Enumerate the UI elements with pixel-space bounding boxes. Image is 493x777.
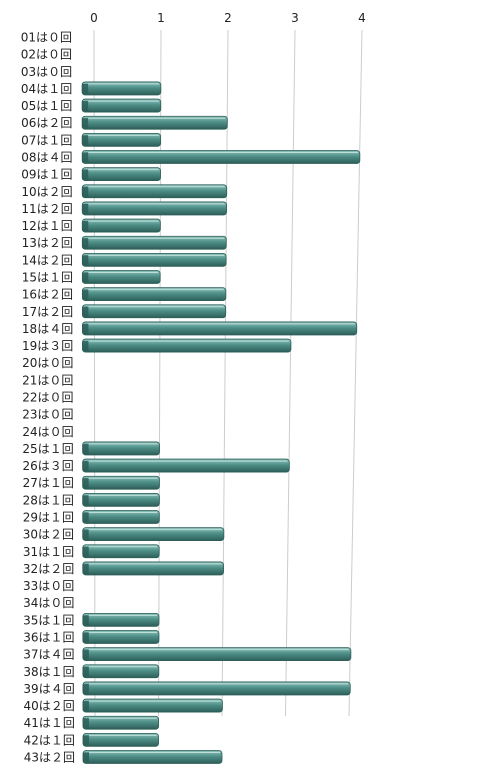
category-label: 10は２回 [21, 185, 72, 199]
category-label: 15は１回 [22, 271, 73, 285]
gridline [285, 29, 296, 717]
category-label: 32は２回 [23, 562, 74, 576]
bar [82, 458, 290, 473]
category-label: 19は３回 [22, 339, 73, 353]
bar [82, 321, 358, 336]
bar [82, 750, 223, 764]
category-label: 08は４回 [21, 151, 72, 165]
bar [81, 270, 161, 284]
bar [81, 235, 227, 250]
category-label: 17は２回 [22, 305, 73, 319]
bar [82, 510, 160, 524]
category-label: 25は１回 [22, 442, 73, 456]
bar [81, 81, 162, 96]
category-label: 33は０回 [23, 579, 74, 593]
x-tick-label: 0 [90, 11, 98, 25]
category-label: 24は０回 [22, 425, 73, 439]
x-tick-label: 1 [157, 11, 165, 25]
bars [81, 81, 361, 764]
bar [82, 681, 351, 696]
bar [82, 527, 225, 542]
bar [81, 167, 161, 182]
category-label: 26は３回 [23, 459, 74, 473]
bar [82, 544, 160, 559]
category-label: 04は１回 [21, 82, 72, 96]
category-label: 12は１回 [22, 219, 73, 233]
category-label: 11は２回 [21, 202, 72, 216]
category-label: 31は１回 [23, 545, 74, 559]
category-label: 20は０回 [22, 356, 73, 370]
category-label: 37は４回 [23, 648, 74, 662]
category-labels: 01は０回 02は０回 03は０回 04は１回 05は１回 06は２回 07は１回 08は４回… [21, 31, 75, 765]
bar [81, 150, 361, 164]
category-label: 13は２回 [22, 236, 73, 250]
bar [82, 475, 160, 490]
category-label: 16は２回 [22, 288, 73, 302]
bar [82, 630, 160, 644]
category-label: 42は１回 [24, 733, 75, 747]
category-label: 23は０回 [22, 408, 73, 422]
bar [82, 647, 352, 662]
x-tick-label: 4 [358, 11, 366, 25]
category-label: 07は１回 [21, 133, 72, 147]
category-label: 14は２回 [22, 253, 73, 267]
bar [81, 218, 161, 233]
category-label: 36は１回 [23, 631, 74, 645]
category-label: 34は０回 [23, 596, 74, 610]
category-label: 30は２回 [23, 528, 74, 542]
category-label: 39は４回 [23, 682, 74, 696]
category-label: 27は１回 [23, 476, 74, 490]
bar [82, 492, 160, 507]
bar [82, 338, 292, 353]
category-label: 41は１回 [24, 716, 75, 730]
x-tick-label: 3 [291, 11, 299, 25]
category-label: 22は０回 [22, 391, 73, 405]
bar [82, 732, 159, 747]
bar [81, 98, 162, 113]
category-label: 43は２回 [24, 751, 75, 765]
bar [82, 561, 224, 576]
bar [82, 612, 160, 627]
bar [81, 115, 228, 130]
category-label: 28は１回 [23, 493, 74, 507]
x-tick-label: 2 [224, 11, 232, 25]
category-label: 35は１回 [23, 613, 74, 627]
category-label: 05は１回 [21, 99, 72, 113]
bar [81, 252, 227, 267]
bar [81, 184, 228, 199]
bar [82, 664, 160, 679]
category-label: 03は０回 [21, 65, 72, 79]
gridline [221, 29, 229, 717]
category-label: 38は１回 [23, 665, 74, 679]
gridline [348, 29, 363, 717]
category-label: 40は２回 [24, 699, 75, 713]
bar [81, 132, 162, 147]
category-label: 09は１回 [21, 168, 72, 182]
bar [81, 287, 227, 302]
x-axis-ticks: 0 1 2 3 4 [90, 11, 366, 25]
bar [82, 715, 160, 730]
gridline [158, 29, 162, 717]
category-label: 18は４回 [22, 322, 73, 336]
bar [82, 698, 223, 713]
bar [81, 304, 227, 319]
category-label: 21は０回 [22, 373, 73, 387]
category-label: 06は２回 [21, 116, 72, 130]
category-label: 29は１回 [23, 511, 74, 525]
bar [81, 201, 227, 216]
category-label: 02は０回 [21, 48, 72, 62]
bar [82, 441, 160, 456]
category-label: 01は０回 [21, 31, 72, 45]
